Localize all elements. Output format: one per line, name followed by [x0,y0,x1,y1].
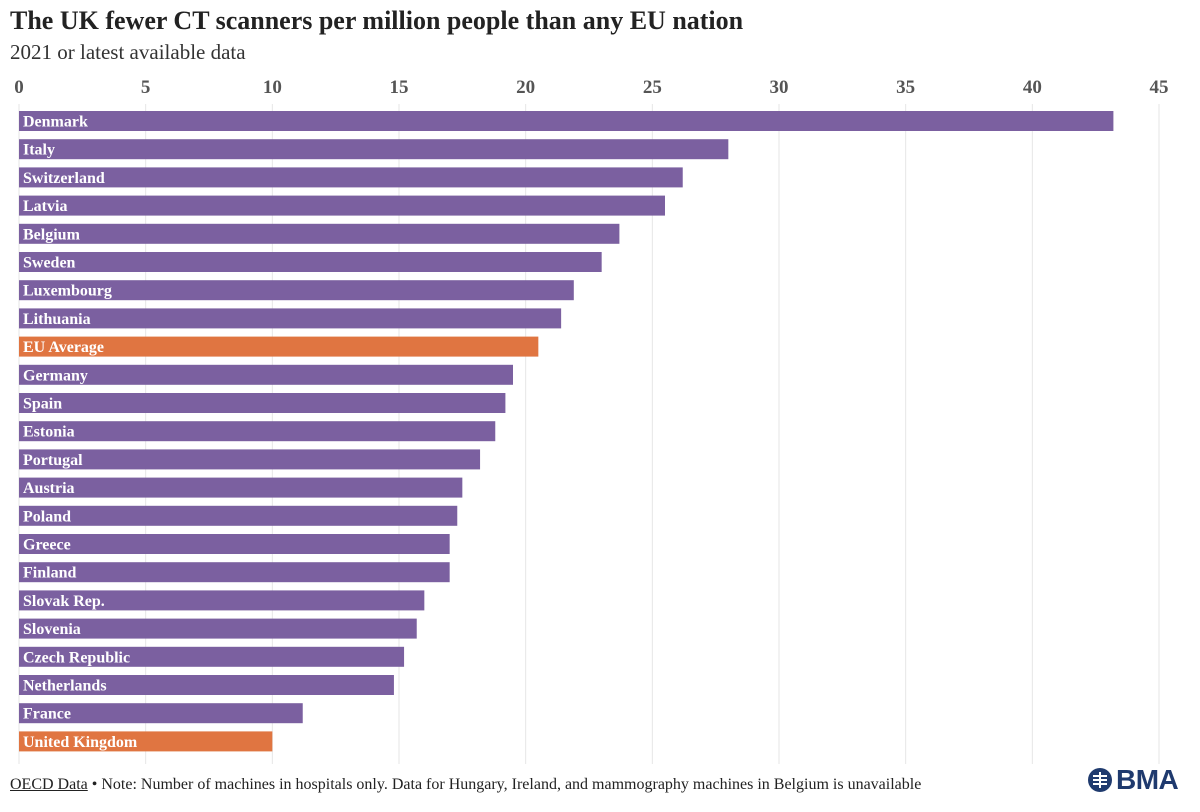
x-tick-label: 0 [14,77,24,98]
bar-austria[interactable] [19,477,463,498]
bar-poland[interactable] [19,505,458,526]
bar-label: Czech Republic [23,649,130,666]
bar-label: United Kingdom [23,734,138,751]
chart-title: The UK fewer CT scanners per million peo… [10,6,744,35]
bar-belgium[interactable] [19,223,620,244]
bar-label: Greece [23,537,71,554]
bar-label: Portugal [23,452,83,469]
x-tick-label: 35 [896,77,915,98]
bar-label: Latvia [23,198,67,215]
bar-luxembourg[interactable] [19,280,574,301]
bar-label: Spain [23,396,62,413]
bar-switzerland[interactable] [19,167,683,188]
bar-label: Finland [23,565,76,582]
x-tick-label: 10 [263,77,282,98]
chart-subtitle: 2021 or latest available data [10,40,246,64]
bar-label: EU Average [23,339,104,356]
bar-label: Sweden [23,255,76,272]
bar-label: Estonia [23,424,75,441]
footer-note: OECD Data • Note: Number of machines in … [10,776,921,794]
bar-label: Denmark [23,114,88,131]
bar-czech-republic[interactable] [19,646,405,667]
bar-spain[interactable] [19,393,506,413]
x-tick-label: 30 [770,77,789,98]
bar-label: Italy [23,142,55,159]
bma-emblem-icon [1088,768,1112,792]
x-tick-label: 5 [141,77,151,98]
x-tick-label: 40 [1023,77,1042,98]
x-tick-label: 45 [1150,77,1169,98]
bar-label: Austria [23,480,75,497]
bar-united-kingdom[interactable] [19,731,273,752]
bar-greece[interactable] [19,534,450,554]
bar-netherlands[interactable] [19,675,394,695]
bar-lithuania[interactable] [19,308,562,329]
bar-france[interactable] [19,703,303,724]
bar-latvia[interactable] [19,195,665,216]
x-tick-label: 25 [643,77,662,98]
logo-text: BMA [1116,764,1179,795]
bar-label: Belgium [23,226,81,243]
bar-portugal[interactable] [19,449,481,470]
bar-finland[interactable] [19,562,450,583]
bar-italy[interactable] [19,139,729,160]
x-tick-label: 20 [516,77,535,98]
bar-label: Lithuania [23,311,91,328]
note-text: • Note: Number of machines in hospitals … [87,776,922,793]
bar-slovak-rep-[interactable] [19,590,425,611]
bar-estonia[interactable] [19,421,496,442]
bar-germany[interactable] [19,364,513,385]
bar-label: Slovenia [23,621,81,638]
bar-eu-average[interactable] [19,336,539,357]
bar-label: Germany [23,367,88,384]
x-tick-label: 15 [390,77,409,98]
bar-label: Switzerland [23,170,105,187]
bar-slovenia[interactable] [19,618,417,639]
bar-label: Slovak Rep. [23,593,105,610]
bar-label: France [23,706,71,723]
bar-label: Poland [23,508,71,525]
bar-label: Netherlands [23,678,107,695]
bar-sweden[interactable] [19,252,602,272]
source-link[interactable]: OECD Data [10,776,88,793]
bma-logo: BMA [1087,764,1179,796]
bar-denmark[interactable] [19,111,1114,131]
bar-label: Luxembourg [23,283,112,300]
